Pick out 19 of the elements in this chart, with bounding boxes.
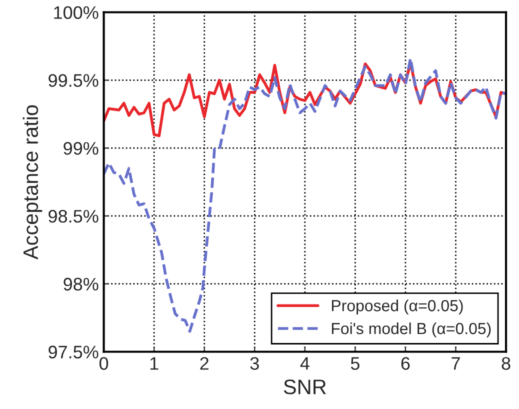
- x-tick-label: 0: [99, 357, 108, 370]
- x-tick-label: 6: [401, 357, 410, 370]
- y-tick-label: 99.5%: [48, 74, 98, 87]
- x-tick-label: 8: [502, 357, 510, 370]
- y-tick-label: 98.5%: [48, 210, 98, 223]
- x-tick-label: 1: [150, 357, 158, 370]
- y-axis-title: Acceptance ratio: [22, 105, 42, 260]
- legend-label: Foi's model B (α=0.05): [332, 322, 491, 338]
- y-tick-label: 97.5%: [48, 346, 98, 358]
- x-tick-label: 2: [200, 357, 208, 370]
- x-tick-label: 5: [350, 357, 360, 370]
- legend-label: Proposed (α=0.05): [332, 300, 463, 314]
- y-tick-label: 100%: [54, 6, 98, 19]
- y-tick-label: 98%: [64, 278, 98, 291]
- x-tick-label: 7: [452, 357, 460, 370]
- x-tick-label: 3: [250, 357, 259, 370]
- x-tick-label: 4: [300, 357, 310, 370]
- y-tick-label: 99%: [64, 142, 98, 155]
- x-axis-title: SNR: [284, 380, 326, 394]
